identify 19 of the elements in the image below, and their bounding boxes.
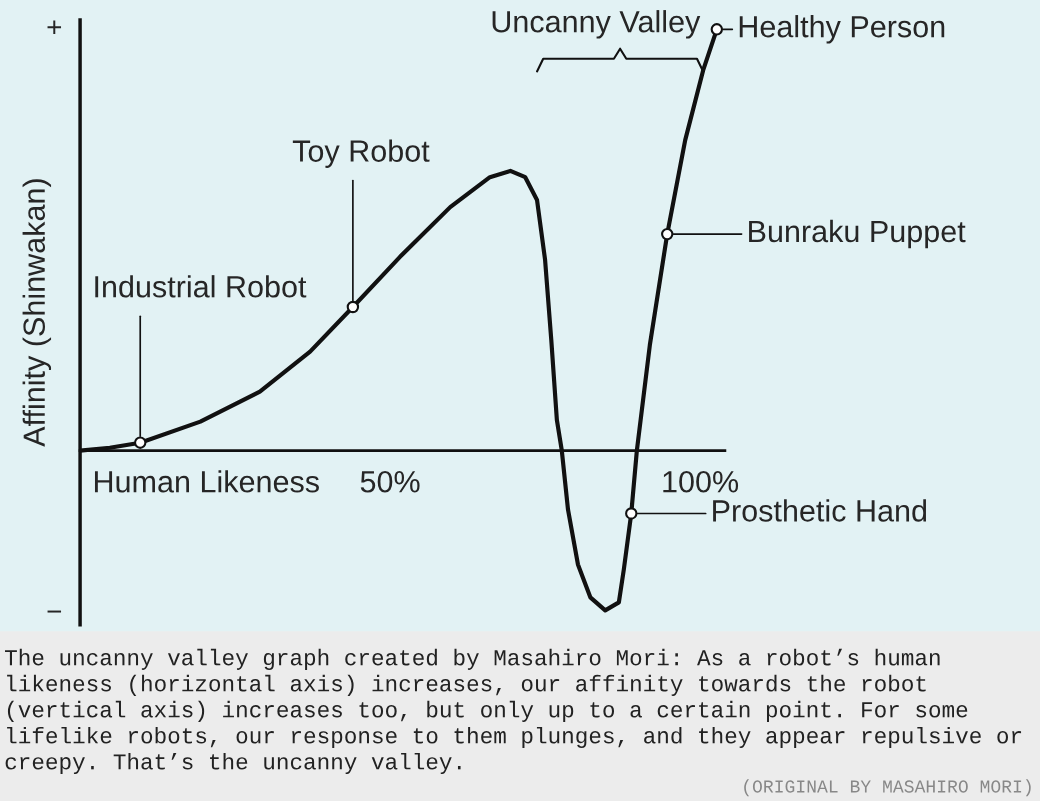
point	[661, 227, 674, 241]
annotation: Prosthetic Hand	[713, 499, 927, 522]
x-axis-title: Human Likeness	[94, 470, 319, 493]
y-axis-title: Affinity (Shinwakan)	[22, 179, 52, 447]
point	[134, 436, 147, 449]
text: +	[47, 20, 62, 35]
annotation: Industrial Robot	[95, 275, 307, 298]
annotation: Healthy Person	[739, 15, 945, 44]
text: The uncanny valley graph created by Masahiro Mori: As a robot’s human likeness (horizontal axis) increases, our affinity towards the robot (vertical axis) increases too, but only up to a certain point. For some lifelike robots, our response to them plunges, and they appear repulsive or creepy. That’s the uncanny valley.	[5, 648, 1022, 775]
x-tick-label: 100%	[663, 470, 739, 493]
annotation: Uncanny Valley	[492, 10, 701, 39]
point	[346, 300, 360, 314]
text: −	[47, 610, 62, 613]
text: (ORIGINAL BY MASAHIRO MORI)	[744, 779, 1031, 797]
point	[710, 23, 724, 36]
point	[625, 507, 638, 520]
x-tick-label: 50%	[360, 470, 420, 493]
annotation: Toy Robot	[292, 139, 430, 168]
annotation: Bunraku Puppet	[749, 219, 966, 249]
